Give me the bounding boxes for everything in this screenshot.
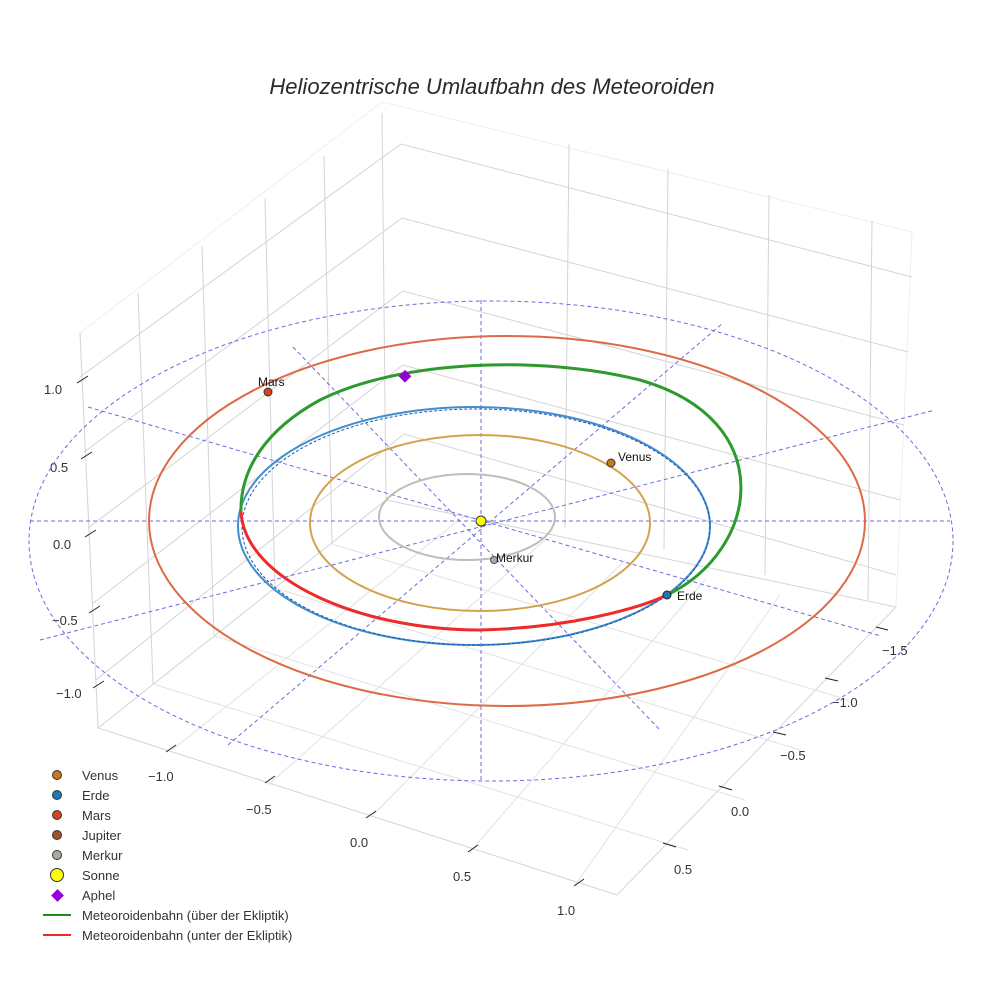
mars-dot-icon — [52, 810, 62, 820]
bodies — [263, 369, 672, 600]
venus-marker — [606, 458, 616, 468]
diamond-icon — [50, 888, 64, 902]
y-tick: −1.0 — [832, 695, 858, 710]
grid-back-panes — [79, 101, 913, 896]
legend-item-erde: Erde — [40, 785, 292, 805]
meteoroid-path-below — [239, 511, 668, 632]
venus-dot-icon — [52, 770, 62, 780]
x-tick: −0.5 — [246, 802, 272, 817]
erde-label: Erde — [677, 589, 703, 603]
legend-item-path-above: Meteoroidenbahn (über der Ekliptik) — [40, 905, 292, 925]
legend-item-mars: Mars — [40, 805, 292, 825]
planet-labels: Mars Venus Erde Merkur — [258, 375, 703, 603]
z-tick: −1.0 — [56, 686, 82, 701]
legend: Venus Erde Mars Jupiter Merkur Sonne Aph… — [40, 765, 292, 945]
sun-marker — [475, 515, 487, 527]
x-tick: 1.0 — [557, 903, 575, 918]
meteoroid-path-above — [239, 363, 743, 597]
y-tick: 0.0 — [731, 804, 749, 819]
sun-dot-icon — [50, 868, 64, 882]
erde-orbit-dashed — [241, 408, 711, 646]
merkur-label: Merkur — [496, 551, 533, 565]
x-tick: 0.5 — [453, 869, 471, 884]
mars-orbit — [148, 335, 866, 707]
mars-label: Mars — [258, 375, 285, 389]
z-tick: 0.0 — [53, 537, 71, 552]
merkur-orbit — [378, 473, 556, 561]
y-tick: 0.5 — [674, 862, 692, 877]
aphel-marker — [398, 369, 412, 383]
erde-dot-icon — [52, 790, 62, 800]
orbits — [148, 335, 866, 707]
legend-item-aphel: Aphel — [40, 885, 292, 905]
red-line-icon — [43, 934, 71, 936]
z-tick: 1.0 — [44, 382, 62, 397]
z-tick: 0.5 — [50, 460, 68, 475]
x-tick: −1.0 — [148, 769, 174, 784]
y-axis-ticks: −1.5 −1.0 −0.5 0.0 0.5 — [674, 643, 908, 877]
mars-marker — [263, 387, 273, 397]
merkur-marker — [490, 556, 498, 564]
jupiter-dot-icon — [52, 830, 62, 840]
y-tick: −1.5 — [882, 643, 908, 658]
venus-orbit — [309, 434, 651, 612]
venus-label: Venus — [618, 450, 651, 464]
ecliptic-reference — [28, 300, 954, 782]
erde-marker — [662, 590, 672, 600]
z-tick: −0.5 — [52, 613, 78, 628]
legend-item-merkur: Merkur — [40, 845, 292, 865]
chart-title: Heliozentrische Umlaufbahn des Meteoroid… — [269, 74, 715, 99]
legend-item-venus: Venus — [40, 765, 292, 785]
x-axis-ticks: −1.0 −0.5 0.0 0.5 1.0 — [148, 769, 575, 918]
green-line-icon — [43, 914, 71, 916]
legend-item-jupiter: Jupiter — [40, 825, 292, 845]
z-axis-ticks: 1.0 0.5 0.0 −0.5 −1.0 — [44, 382, 82, 701]
tick-marks — [76, 375, 889, 887]
legend-item-sonne: Sonne — [40, 865, 292, 885]
merkur-dot-icon — [52, 850, 62, 860]
y-tick: −0.5 — [780, 748, 806, 763]
x-tick: 0.0 — [350, 835, 368, 850]
legend-item-path-below: Meteoroidenbahn (unter der Ekliptik) — [40, 925, 292, 945]
